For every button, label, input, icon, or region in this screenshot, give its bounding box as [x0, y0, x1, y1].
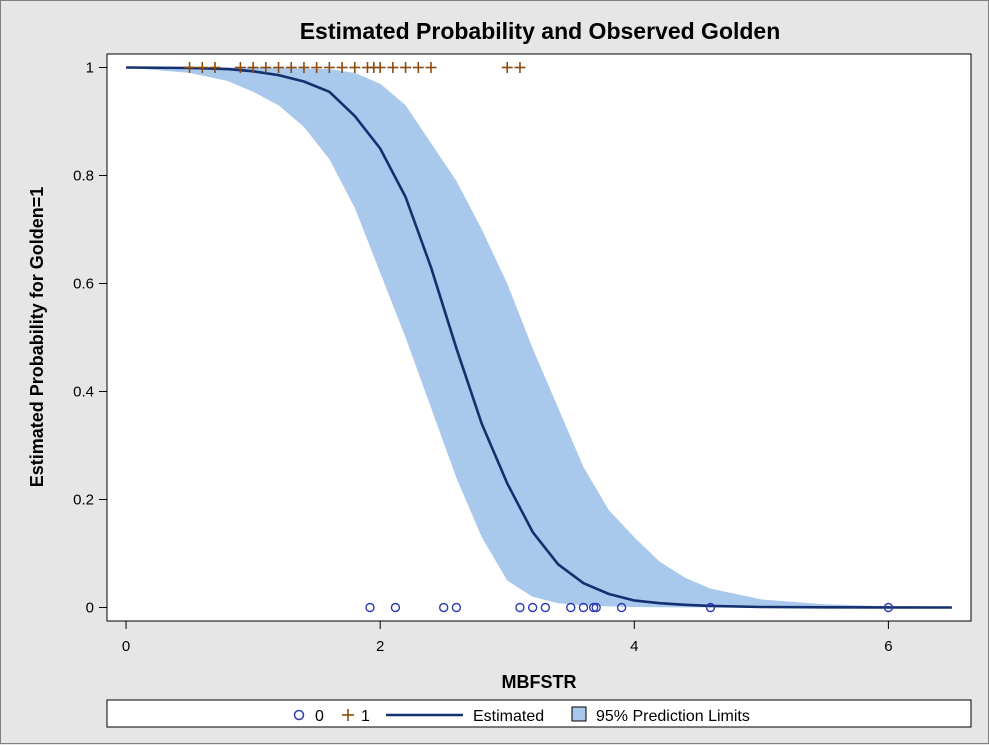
observed-1-point: [260, 62, 272, 73]
observed-1-point: [273, 62, 285, 73]
observed-0-point: [616, 602, 627, 613]
legend-plus-marker: [342, 709, 354, 721]
observed-0-point: [705, 602, 716, 613]
observed-1-point: [501, 62, 513, 73]
chart-title: Estimated Probability and Observed Golde…: [300, 18, 781, 44]
y-tick-label: 0: [86, 600, 94, 617]
observed-1-point: [247, 62, 259, 73]
x-tick-label: 6: [884, 638, 892, 655]
y-tick-label: 0.6: [73, 276, 94, 293]
observed-0-point: [390, 602, 401, 613]
x-tick-label: 2: [376, 638, 384, 655]
observed-1-point: [234, 62, 246, 73]
observed-0-point: [588, 602, 599, 613]
observed-0-point: [451, 602, 462, 613]
prediction-limits-band: [126, 67, 952, 608]
y-tick-label: 0.8: [73, 168, 94, 185]
observed-1-point: [425, 62, 437, 73]
legend: 0 1 Estimated 95% Prediction Limits: [106, 699, 972, 728]
observed-1-point: [285, 62, 297, 73]
legend-label-estimated: Estimated: [473, 708, 544, 725]
legend-circle-marker: [293, 709, 305, 721]
observed-1-point: [349, 62, 361, 73]
observed-1-point: [336, 62, 348, 73]
observed-0-point: [540, 602, 551, 613]
observed-0-point: [527, 602, 538, 613]
observed-0-point: [515, 602, 525, 613]
observed-0-point: [365, 602, 375, 613]
observed-1-point: [196, 62, 208, 73]
observed-0-point: [566, 602, 576, 613]
observed-1-point: [412, 62, 424, 73]
legend-label-prediction-limits: 95% Prediction Limits: [596, 708, 750, 725]
y-axis-label: Estimated Probability for Golden=1: [27, 187, 47, 488]
band-layer: [126, 67, 952, 608]
observed-1-point: [374, 62, 386, 73]
y-tick-label: 0.4: [73, 384, 94, 401]
x-axis-label: MBFSTR: [502, 672, 577, 692]
observed-0-point: [578, 602, 589, 613]
observed-0-point: [591, 602, 601, 613]
x-tick-label: 0: [122, 638, 130, 655]
observed-1-point: [209, 62, 221, 73]
legend-box: [106, 699, 972, 728]
y-tick-label: 1: [86, 60, 94, 77]
observed-1-point: [311, 62, 323, 73]
observed-1-point: [184, 62, 196, 73]
y-tick-label: 0.2: [73, 492, 94, 509]
observed-1-point: [387, 62, 399, 73]
observed-0-point: [439, 602, 449, 613]
observed-1-point: [298, 62, 310, 73]
legend-band-marker: [571, 706, 587, 722]
legend-label-1: 1: [361, 708, 370, 725]
point-layer: [184, 62, 894, 613]
observed-1-point: [514, 62, 526, 73]
observed-1-point: [400, 62, 412, 73]
observed-1-point: [323, 62, 335, 73]
x-tick-label: 4: [630, 638, 638, 655]
axis-layer: 0 2 4 6 0 0.2 0.4 0.6 0.8 1: [73, 60, 892, 656]
legend-label-0: 0: [315, 708, 324, 725]
observed-0-point: [883, 602, 894, 613]
